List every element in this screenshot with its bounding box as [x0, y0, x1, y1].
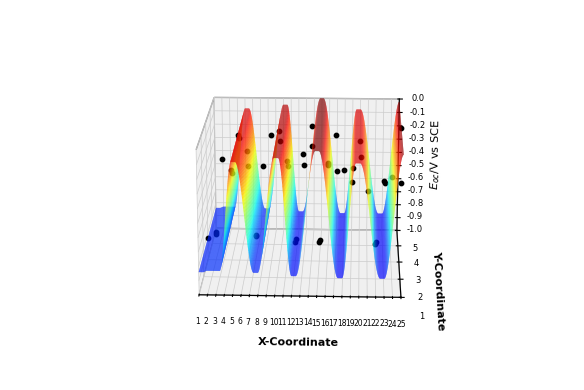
Y-axis label: Y-Coordinate: Y-Coordinate — [432, 251, 446, 331]
X-axis label: X-Coordinate: X-Coordinate — [258, 337, 339, 348]
